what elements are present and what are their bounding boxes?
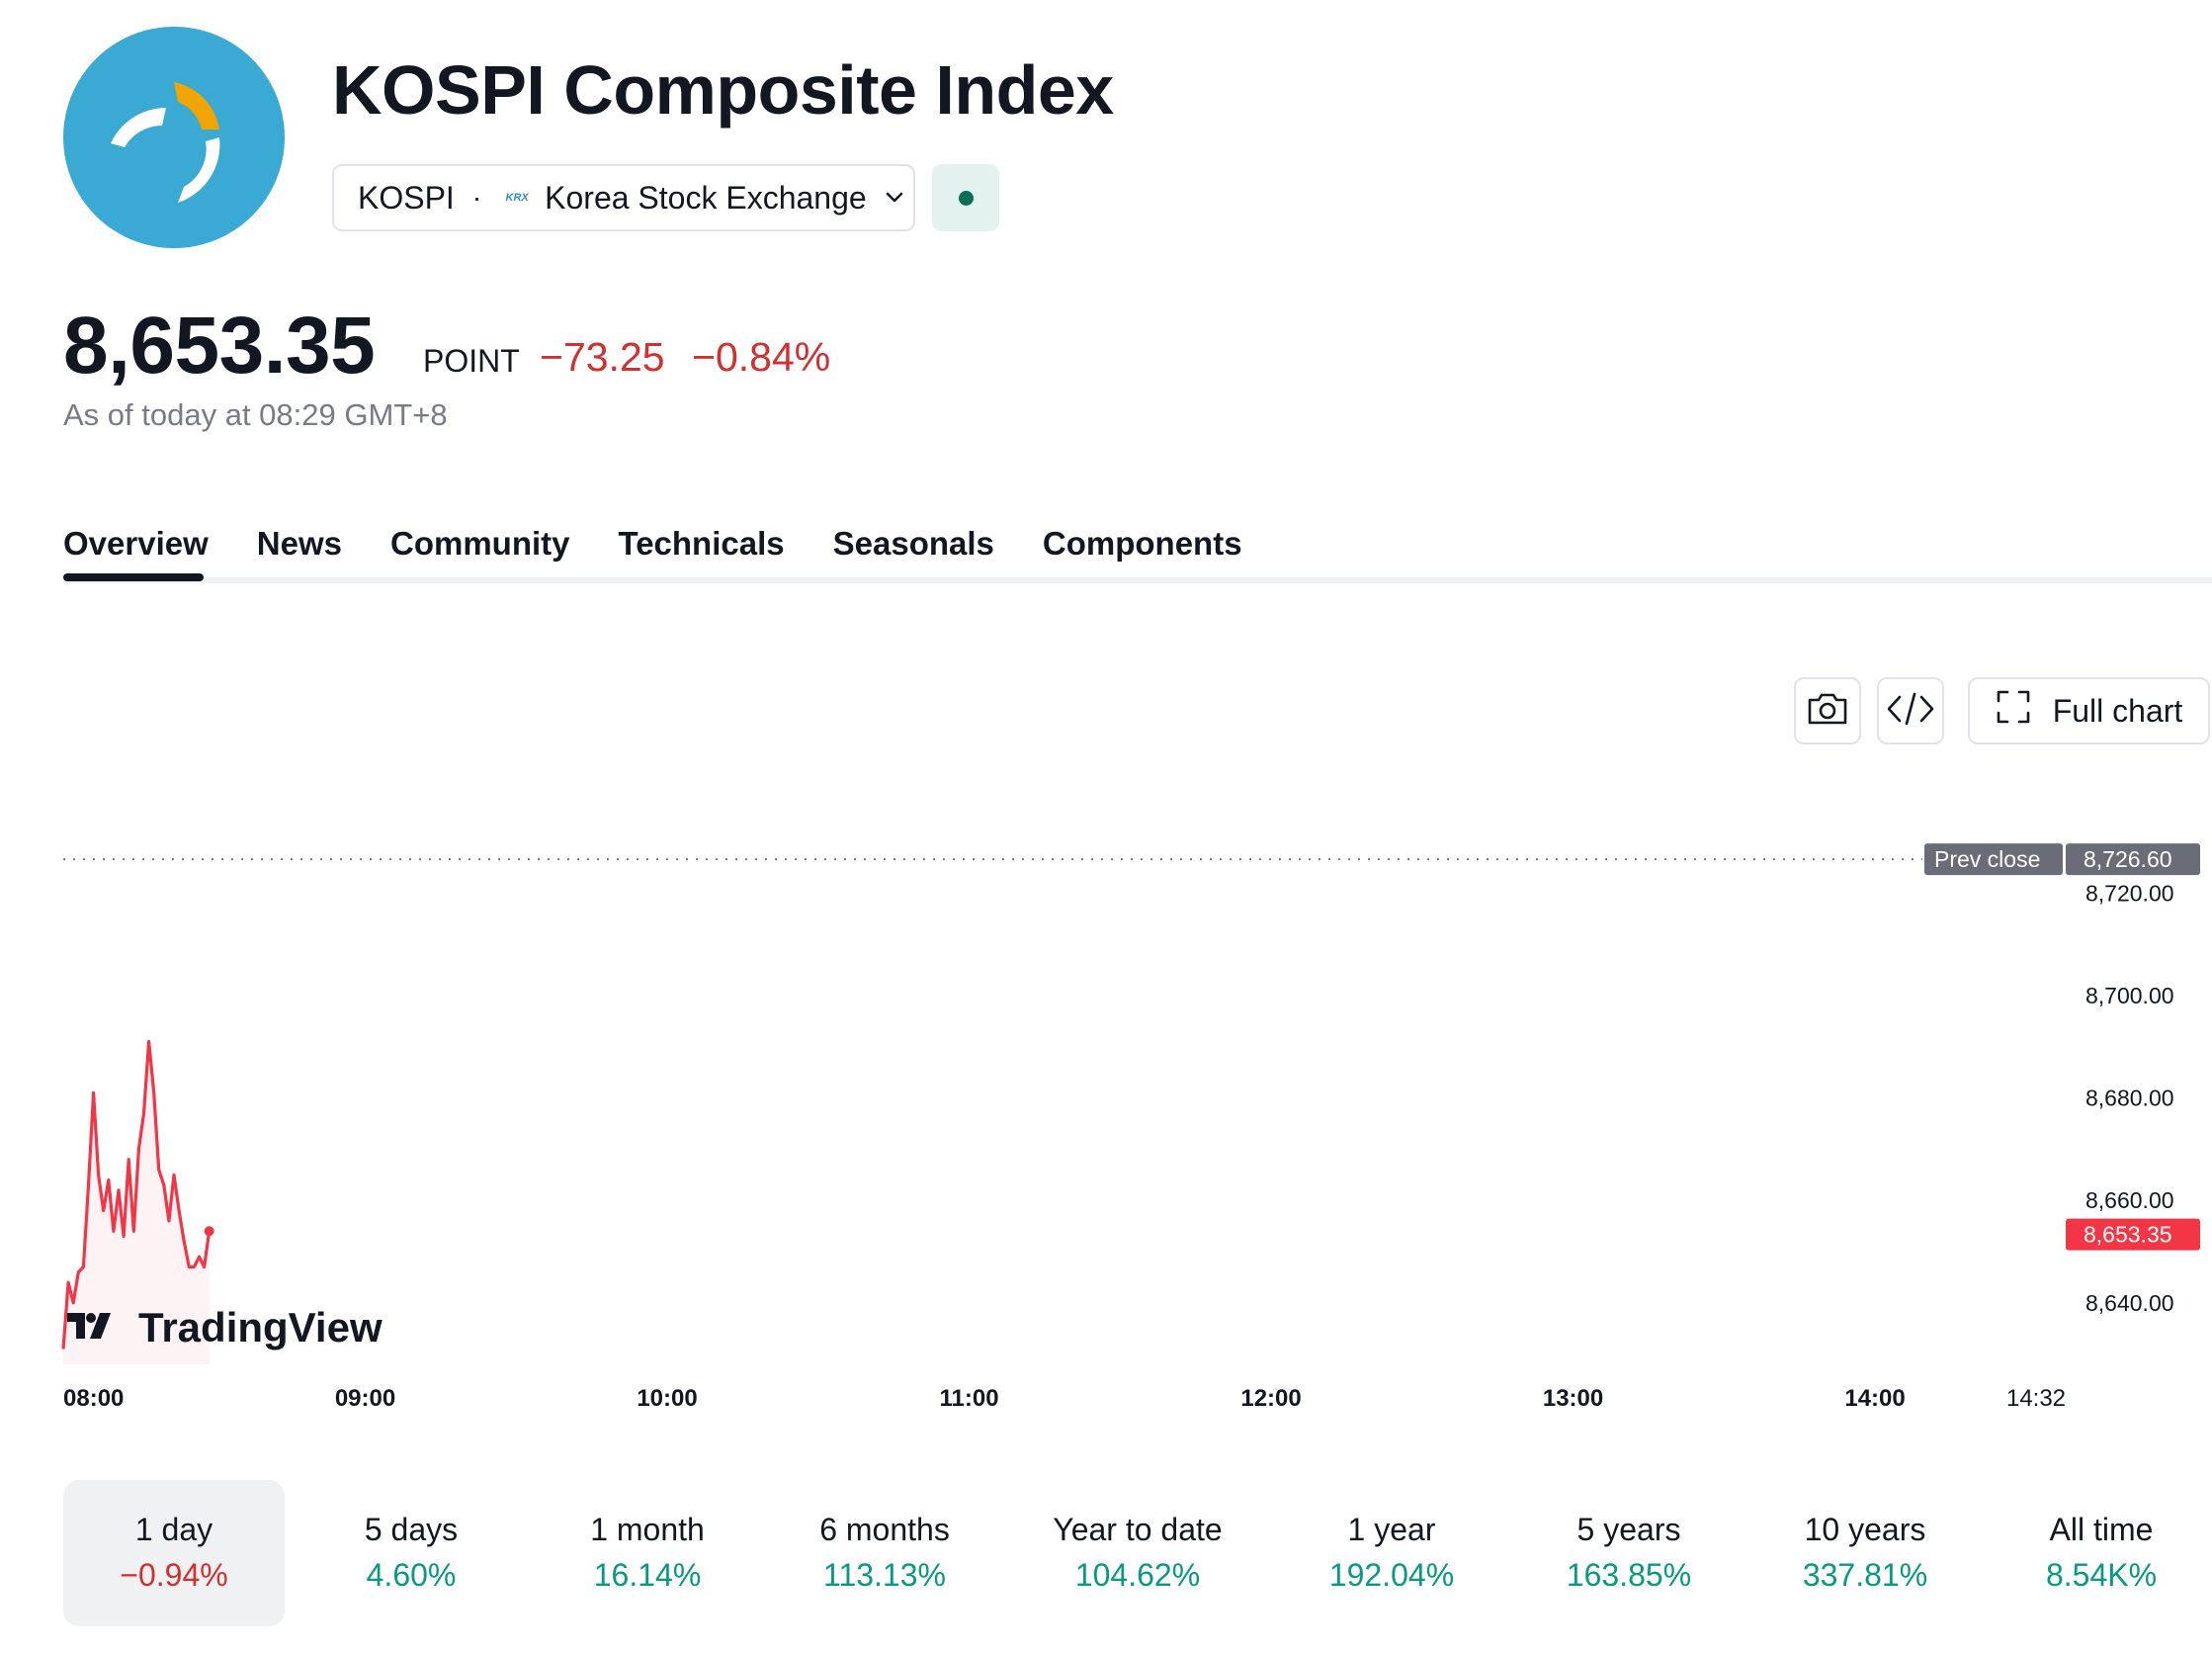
last-value-label: 8,653.35 [2084,1222,2172,1248]
last-point-marker [204,1226,214,1237]
period-label: 5 years [1576,1512,1681,1547]
tradingview-label: TradingView [138,1304,383,1350]
fullscreen-icon [1996,689,2031,733]
price-line [61,1039,212,1350]
period-label: 5 days [364,1512,459,1547]
period-10-years[interactable]: 10 years 337.81% [1776,1480,1954,1626]
period-1-year[interactable]: 1 year 192.04% [1293,1480,1490,1626]
period-6-months[interactable]: 6 months 113.13% [786,1480,983,1626]
x-tick-label: 13:00 [1543,1385,1603,1412]
period-label: 1 day [134,1512,213,1547]
code-icon [1886,691,1935,732]
performance-periods: 1 day −0.94% 5 days 4.60% 1 month 16.14% 6 mon… [63,1480,2212,1626]
tab-overview[interactable]: Overview [63,525,209,562]
period-label: 1 month [590,1512,705,1547]
period-all-time[interactable]: All time 8.54K% [2012,1480,2190,1626]
y-tick-label: 8,660.00 [2085,1187,2174,1213]
period-return: 104.62% [1074,1557,1201,1593]
market-status-dot-icon [959,191,974,206]
tab-news[interactable]: News [256,525,342,562]
y-tick-label: 8,680.00 [2085,1086,2174,1111]
period-return: 337.81% [1802,1557,1928,1593]
exchange-label: Korea Stock Exchange [545,179,867,216]
period-return: 8.54K% [2045,1557,2158,1593]
prev-close-label: Prev close [1934,846,2040,872]
period-label: All time [2049,1512,2154,1547]
tab-seasonals[interactable]: Seasonals [832,525,994,562]
x-tick-label: 11:00 [939,1385,998,1412]
period-year-to-date[interactable]: Year to date 104.62% [1019,1480,1256,1626]
period-5-years[interactable]: 5 years 163.85% [1540,1480,1718,1626]
krx-logo-icon: KRX [505,192,529,204]
last-value-tag: 8,653.35 [2066,1218,2200,1251]
period-1-day[interactable]: 1 day −0.94% [63,1480,285,1626]
embed-button[interactable] [1877,677,1944,744]
prev-close-tag: Prev close 8,726.60 [1924,843,2200,876]
x-tick-label: 12:00 [1240,1385,1301,1412]
x-axis: 08:00 09:00 10:00 11:00 12:00 13:00 14:00 14:32 [63,1385,2066,1412]
price-chart[interactable]: Prev close 8,726.60 8,720.00 8,700.00 8,68… [0,771,2212,1424]
period-return: 16.14% [593,1557,702,1593]
period-return: 4.60% [366,1557,457,1593]
y-axis: 8,720.00 8,700.00 8,680.00 8,660.00 8,640.00 [2085,880,2174,1316]
kospi-logo [63,27,285,248]
tab-bar: Overview News Community Technicals Seaso… [63,514,1291,583]
period-label: 1 year [1347,1512,1436,1547]
prev-close-value: 8,726.60 [2084,846,2172,872]
price-change: −73.25 [540,334,665,380]
full-chart-button[interactable]: Full chart [1968,677,2210,744]
full-chart-label: Full chart [2052,692,2183,729]
tab-components[interactable]: Components [1042,525,1242,562]
x-tick-label: 08:00 [63,1385,124,1412]
market-status-button[interactable] [932,164,999,231]
kospi-logo-mark [111,82,220,203]
tab-community[interactable]: Community [389,525,570,562]
separator-dot: · [471,182,482,213]
quote-timestamp: As of today at 08:29 GMT+8 [63,397,448,432]
period-label: Year to date [1053,1512,1223,1547]
x-tick-label: 10:00 [637,1385,697,1412]
period-return: −0.94% [120,1557,228,1593]
tabs-divider [63,577,2212,583]
chevron-down-icon [883,180,906,217]
y-tick-label: 8,700.00 [2085,983,2174,1008]
snapshot-button[interactable] [1794,677,1861,744]
x-tick-label: 09:00 [335,1385,395,1412]
x-tick-label: 14:32 [2006,1385,2066,1412]
tab-technicals[interactable]: Technicals [618,525,785,562]
period-return: 113.13% [823,1557,946,1593]
y-tick-label: 8,720.00 [2085,880,2174,906]
tradingview-watermark: TradingView [67,1304,383,1350]
price-unit: POINT [423,343,520,379]
exchange-selector[interactable]: KOSPI · KRX Korea Stock Exchange [332,164,915,231]
period-1-month[interactable]: 1 month 16.14% [558,1480,736,1626]
x-tick-label: 14:00 [1844,1385,1905,1412]
period-label: 10 years [1804,1512,1926,1547]
period-return: 163.85% [1566,1557,1692,1593]
period-label: 6 months [819,1512,950,1547]
last-price: 8,653.35 [63,301,376,391]
symbol-label: KOSPI [358,179,455,216]
page-title: KOSPI Composite Index [332,51,1114,129]
period-return: 192.04% [1328,1557,1455,1593]
y-tick-label: 8,640.00 [2085,1290,2174,1316]
camera-icon [1806,691,1849,732]
active-tab-indicator [63,573,204,581]
price-change-percent: −0.84% [692,334,831,380]
period-5-days[interactable]: 5 days 4.60% [322,1480,500,1626]
tradingview-logo-icon [67,1313,111,1339]
